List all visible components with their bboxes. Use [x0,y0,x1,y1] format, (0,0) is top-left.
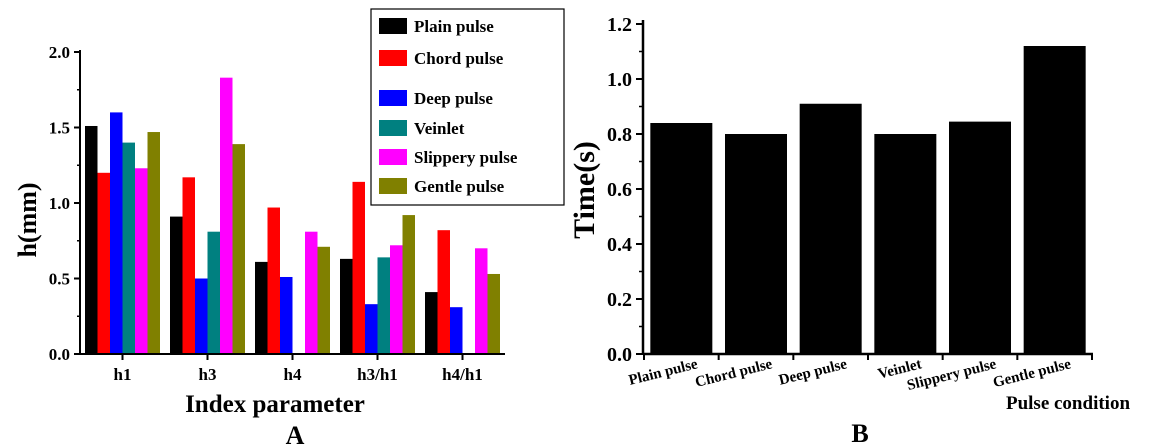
legend-box [370,8,565,206]
bar [650,123,713,354]
bar [425,292,438,354]
legend-swatch [379,178,407,194]
legend-label: Gentle pulse [414,177,505,196]
bar [232,144,245,354]
legend-swatch [379,50,407,66]
legend: Plain pulse Chord pulse Deep pulse Veinlet S… [370,8,565,206]
bar [450,307,463,354]
bar [402,215,415,354]
y-tick-label: 0.0 [49,345,70,364]
legend-swatch [379,149,407,165]
bar [110,112,123,355]
x-tick-label: Plain pulse [627,356,700,389]
x-tick-label: Deep pulse [777,356,849,388]
bar [475,248,488,354]
legend-label: Chord pulse [414,49,504,68]
x-axis-title: Pulse condition [1006,393,1130,414]
y-tick-label: 1.5 [49,119,70,138]
bar [949,121,1011,354]
y-tick-label: 1.2 [607,14,632,36]
y-tick-label: 1.0 [607,69,632,91]
legend-label: Deep pulse [414,89,493,108]
y-tick-label: 0.4 [607,234,632,256]
y-axis-title: Time(s) [568,141,601,239]
chart-a: 0.0 0.5 1.0 1.5 2.0 h1 h3 h4 h3/h1 h4/h1 Index par… [13,8,565,447]
x-tick-label: h4 [284,365,302,384]
y-tick-label: 0.0 [607,344,632,366]
y-tick-label: 0.2 [607,289,632,311]
legend-label: Veinlet [414,119,465,138]
x-tick-label: h4/h1 [442,365,483,384]
bar [365,304,378,354]
x-tick-label: Gentle pulse [992,356,1073,391]
legend-label: Plain pulse [414,17,494,36]
x-tick-label: h3/h1 [357,365,398,384]
bar [305,231,318,354]
bar [85,125,98,355]
bar [725,134,787,354]
legend-swatch [379,90,407,106]
bar [377,257,390,354]
legend-label: Slippery pulse [414,148,518,167]
y-axis-title: h(mm) [13,182,42,257]
y-tick-label: 0.6 [607,179,632,201]
y-tick-label: 0.8 [607,124,632,146]
bar [487,273,500,354]
bar [1023,46,1086,354]
bar [874,134,937,354]
bar [317,246,330,354]
bar [135,168,148,354]
bar [207,231,220,354]
x-axis-title: Index parameter [185,391,365,418]
bar [122,142,135,354]
bar [195,278,208,354]
bar [97,172,110,354]
y-tick-label: 2.0 [49,43,70,62]
x-tick-label: h3 [199,365,217,384]
bar [170,216,183,354]
panel-label: A [286,421,305,447]
x-tick-label: Chord pulse [694,356,775,391]
bar [340,258,353,354]
bar [147,132,160,354]
legend-swatch [379,120,407,136]
x-tick-label: h1 [114,365,132,384]
bar [220,77,233,355]
bar [182,177,195,354]
bar [352,181,365,354]
legend-swatch [379,18,407,34]
bar [267,207,280,354]
bar [280,276,293,354]
y-tick-label: 0.5 [49,270,70,289]
bar [390,245,403,354]
bar [255,261,268,354]
panel-label: B [851,419,868,447]
bar [799,103,862,354]
y-tick-label: 1.0 [49,194,70,213]
bar [437,230,450,354]
